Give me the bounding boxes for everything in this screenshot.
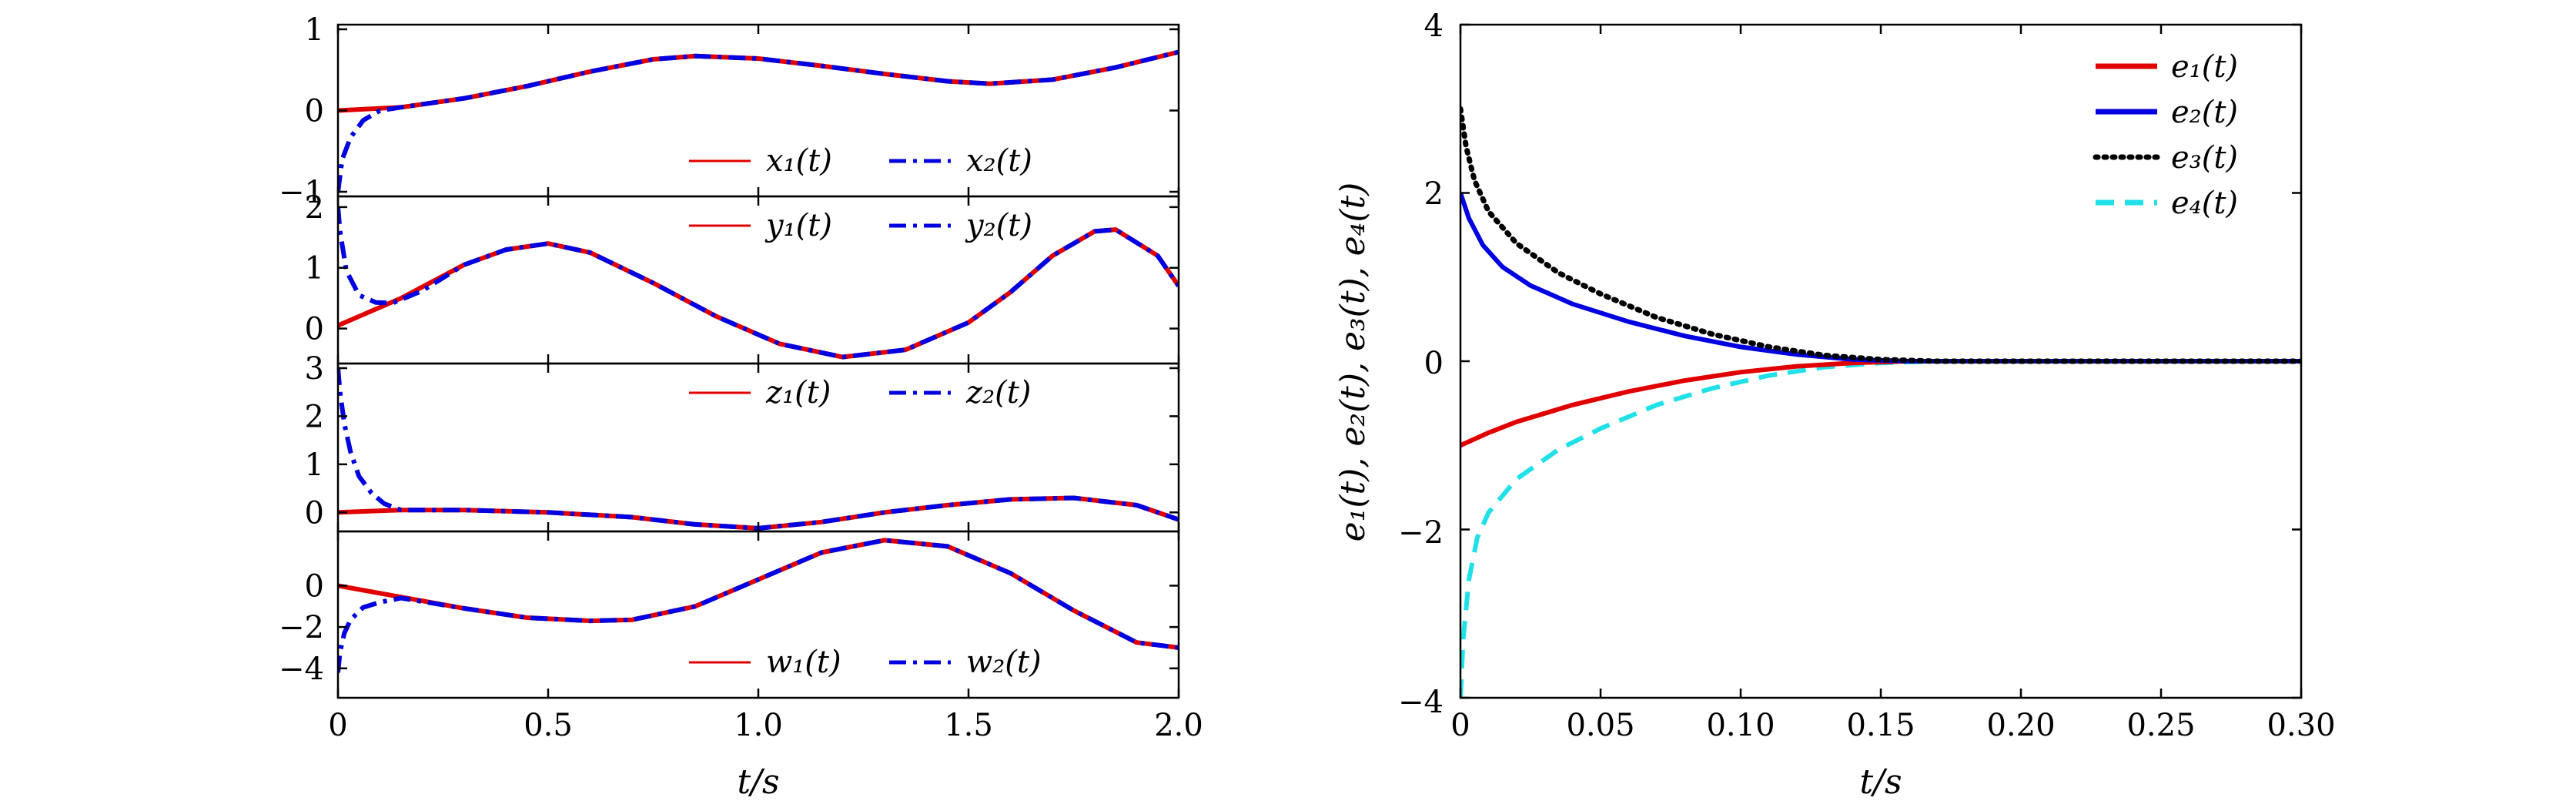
legend-label: y₁(t)	[764, 208, 832, 243]
left-y-tick-label: 3	[305, 351, 324, 387]
left-y-tick-label: −1	[279, 175, 324, 210]
right-y-tick-label: 4	[1424, 8, 1444, 44]
left-x-tick-label: 1.5	[944, 708, 993, 743]
right-x-tick-label: 0.10	[1706, 708, 1775, 743]
legend-label: w₂(t)	[966, 645, 1042, 680]
left-y-tick-label: 0	[305, 312, 324, 347]
left-subplot-legend: x₁(t) x₂(t)	[689, 143, 1032, 179]
legend-label: x₁(t)	[766, 143, 832, 179]
right-legend: e₁(t) e₂(t) e₃(t) e₄(t)	[2093, 49, 2238, 221]
left-y-tick-label: −4	[279, 652, 324, 687]
left-subplot-legend: z₁(t) z₂(t)	[689, 375, 1031, 411]
right-y-tick-label: −2	[1398, 515, 1444, 551]
left-subplot-frame	[336, 530, 1180, 699]
left-subplot-4-series-line-2	[338, 538, 1179, 673]
left-subplot-1-series-line-2	[338, 49, 1179, 193]
left-subplot-frame	[336, 362, 1180, 533]
left-x-axis-label: t/s	[737, 762, 779, 802]
left-y-tick-label: 0	[305, 495, 324, 531]
right-x-tick-label: 0.15	[1846, 708, 1915, 743]
left-y-tick-label: 2	[305, 190, 324, 226]
right-x-tick-label: 0.05	[1566, 708, 1634, 743]
left-y-tick-label: 1	[305, 12, 324, 48]
right-chart-panel: e₁(t) e₂(t) e₃(t) e₄(t) 0 0.05 0.10 0.15 0.…	[1333, 8, 2336, 802]
left-subplot-frame	[336, 23, 1180, 198]
left-subplot-legend: w₁(t) w₂(t)	[689, 645, 1042, 680]
left-y-tick-label: 1	[305, 447, 324, 483]
left-subplot-1: −1 0 1 x₁(t) x₂(t)	[279, 12, 1180, 210]
left-subplot-3: 0 1 2 3 z₁(t) z₂(t)	[305, 351, 1180, 533]
right-x-tick-label: 0	[1450, 708, 1470, 743]
right-series-line-1	[1460, 359, 2301, 698]
left-subplot-frame	[336, 195, 1180, 365]
right-y-tick-label: 2	[1424, 176, 1444, 212]
legend-label: w₁(t)	[766, 645, 841, 680]
legend-label: e₃(t)	[2171, 140, 2238, 176]
right-x-axis-label: t/s	[1859, 762, 1902, 802]
legend-label: x₂(t)	[966, 143, 1032, 179]
left-y-tick-label: 2	[305, 399, 324, 434]
right-y-axis-label: e₁(t), e₂(t), e₃(t), e₄(t)	[1333, 183, 1373, 542]
left-subplot-2-series-line-2	[338, 206, 1179, 360]
right-series-line-3	[1460, 192, 2301, 364]
right-x-tick-label: 0.25	[2126, 708, 2195, 743]
left-subplot-4-series-line-1	[338, 538, 1179, 650]
left-y-tick-label: 1	[305, 251, 324, 287]
left-x-tick-label: 0.5	[524, 708, 573, 743]
legend-label: e₄(t)	[2171, 186, 2238, 221]
right-series-line-2	[1460, 359, 2301, 448]
left-y-tick-label: 0	[305, 568, 324, 604]
legend-label: e₂(t)	[2171, 95, 2238, 130]
left-x-tick-label: 1.0	[734, 708, 783, 743]
left-y-tick-label: −2	[279, 610, 324, 645]
right-y-tick-label: 0	[1424, 346, 1444, 381]
legend-label: y₂(t)	[965, 208, 1032, 243]
left-subplot-2: 0 1 2 y₁(t) y₂(t)	[305, 190, 1180, 365]
left-x-tick-label: 2.0	[1154, 708, 1203, 743]
left-subplot-4: 0 −2 −4 w₁(t) w₂(t)	[279, 530, 1180, 699]
left-x-tick-labels: 0 0.5 1.0 1.5 2.0	[328, 708, 1203, 743]
left-x-tick-label: 0	[328, 708, 347, 743]
right-y-tick-labels: −4 −2 0 2 4	[1398, 8, 1444, 720]
left-subplot-2-series-line-1	[338, 227, 1179, 360]
right-y-tick-label: −4	[1398, 685, 1444, 720]
right-x-tick-label: 0.30	[2267, 708, 2335, 743]
left-y-tick-label: 0	[305, 94, 324, 129]
right-x-tick-label: 0.20	[1986, 708, 2055, 743]
legend-label: z₁(t)	[765, 375, 831, 411]
legend-label: z₂(t)	[965, 375, 1031, 411]
left-subplot-3-series-line-2	[338, 367, 1179, 531]
right-x-tick-labels: 0 0.05 0.10 0.15 0.20 0.25 0.30	[1450, 708, 2335, 743]
left-subplot-legend: y₁(t) y₂(t)	[689, 208, 1032, 243]
legend-label: e₁(t)	[2171, 49, 2238, 85]
right-series-line-4	[1460, 106, 2301, 364]
left-chart-panel: −1 0 1 x₁(t) x₂(t) 0 1 2 y₁(t) y₂(t) 0 1 2 3 z₁(t) z₂(t…	[279, 12, 1203, 802]
